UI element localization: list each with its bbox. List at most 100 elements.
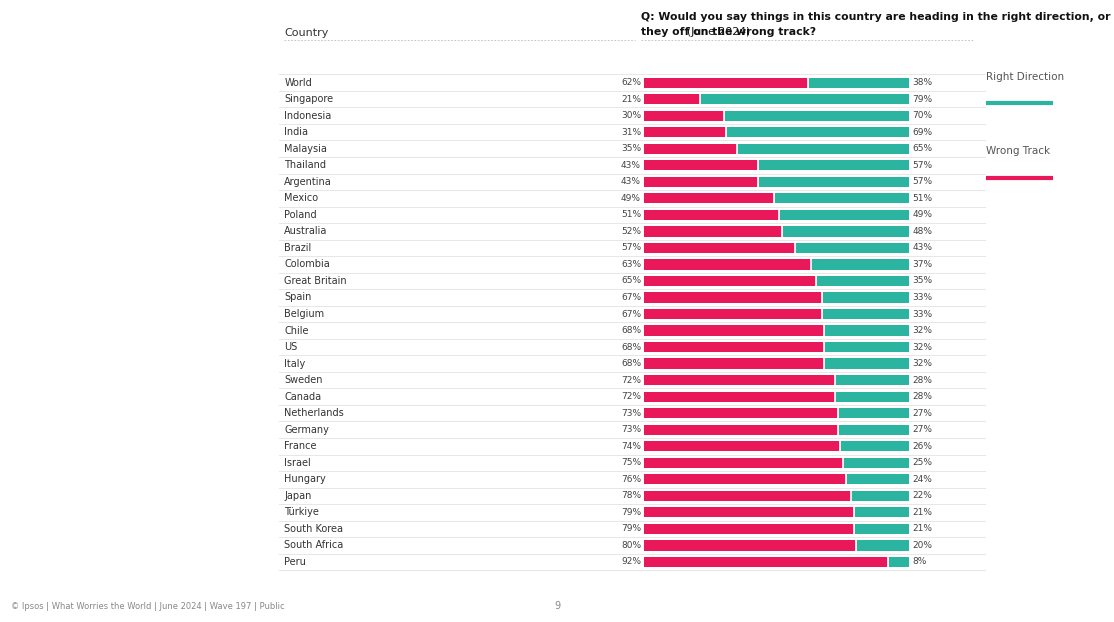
Bar [644,309,822,319]
Text: Brazil: Brazil [284,243,312,253]
Text: France: France [284,441,316,451]
Text: 24%: 24% [912,475,932,484]
Text: 27%: 27% [912,425,932,434]
Text: Canada: Canada [284,392,322,402]
Bar [726,127,909,137]
Bar [644,391,836,402]
Bar [736,144,909,154]
Text: Thailand: Thailand [284,160,326,170]
Bar [836,391,909,402]
Text: 9: 9 [554,601,560,611]
Bar [817,276,909,286]
Text: 26%: 26% [912,442,932,451]
Text: Germany: Germany [284,425,330,435]
Text: South Korea: South Korea [284,524,343,534]
Text: 67%: 67% [620,293,641,302]
Text: Chile: Chile [284,325,309,335]
Text: 73%: 73% [620,409,641,418]
Bar [824,358,909,369]
Text: 92%: 92% [620,557,641,567]
Bar [644,292,822,303]
Bar [888,557,909,567]
Text: 25%: 25% [912,458,932,467]
Bar [700,94,909,104]
Text: 28%: 28% [912,392,932,401]
Bar [644,458,843,468]
Bar [644,276,817,286]
Text: 72%: 72% [620,392,641,401]
Text: 65%: 65% [912,144,932,153]
Bar [644,441,840,452]
Bar [644,127,726,137]
Bar [644,94,700,104]
Text: 57%: 57% [620,243,641,253]
Text: 51%: 51% [620,210,641,220]
Text: 75%: 75% [620,458,641,467]
Text: Türkiye: Türkiye [284,508,320,518]
Text: 43%: 43% [620,177,641,187]
Text: 33%: 33% [912,293,932,302]
Bar [644,507,853,518]
Bar [843,458,909,468]
Bar [644,474,846,485]
Text: © Ipsos | What Worries the World | June 2024 | Wave 197 | Public: © Ipsos | What Worries the World | June … [11,602,285,611]
Text: World: World [284,78,312,88]
Text: Indonesia: Indonesia [284,111,332,121]
Bar [644,111,724,121]
Text: Base:: Base: [28,442,56,452]
Text: 57%: 57% [912,160,932,170]
Bar [644,491,851,501]
Bar [644,342,824,352]
Text: 79%: 79% [912,95,932,104]
Bar [644,177,758,187]
Text: Peru: Peru [284,557,306,567]
Text: 35%: 35% [620,144,641,153]
Bar [758,160,909,170]
Text: 32%: 32% [912,326,932,335]
Bar [644,243,795,253]
Text: 79%: 79% [620,524,641,534]
Text: Singapore: Singapore [284,94,333,104]
Bar [758,177,909,187]
Text: 21%: 21% [912,508,932,517]
Bar [644,210,780,220]
Text: 37%: 37% [912,260,932,269]
Text: Netherlands: Netherlands [284,408,344,418]
Text: 67%: 67% [620,310,641,318]
Bar [644,259,811,269]
Bar [724,111,909,121]
Text: 43%: 43% [620,160,641,170]
Bar [851,491,909,501]
Text: 48%: 48% [912,227,932,236]
Bar [840,441,909,452]
Text: Source:: Source: [28,494,67,504]
Text: 8%: 8% [912,557,927,567]
Text: 27%: 27% [912,409,932,418]
Text: 72%: 72% [620,376,641,384]
Text: Sweden: Sweden [284,375,323,385]
Text: Poland: Poland [284,210,317,220]
Bar [811,259,909,269]
Text: 73%: 73% [620,425,641,434]
Text: Japan: Japan [284,491,312,501]
Bar [824,325,909,336]
Bar [644,325,824,336]
Text: 80%: 80% [620,541,641,550]
Text: 74%: 74% [620,442,641,451]
Text: 21%: 21% [912,524,932,534]
Text: 78%: 78% [620,491,641,500]
Text: Belgium: Belgium [284,309,324,319]
Text: Malaysia: Malaysia [284,144,328,154]
Text: 21%: 21% [620,95,641,104]
Bar [644,160,758,170]
Bar [853,524,909,534]
Text: 70%: 70% [912,111,932,120]
Bar [809,78,909,88]
Text: they off on the wrong track?: they off on the wrong track? [641,27,817,37]
Text: 38%: 38% [912,78,932,87]
Text: Ipsos Global Advisor. Global score is a
Global Country Average. See methodology : Ipsos Global Advisor. Global score is a … [65,494,258,527]
Bar [822,309,909,319]
Text: Australia: Australia [284,226,328,236]
Text: (June 2024): (June 2024) [687,27,751,37]
Text: 76%: 76% [620,475,641,484]
